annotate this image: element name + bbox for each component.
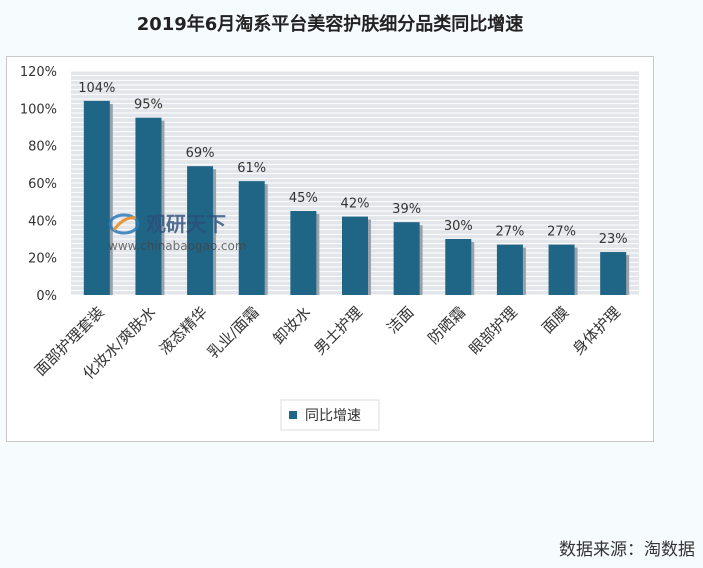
data-label: 69% [186, 146, 215, 161]
x-tick-label: 卸妆水 [270, 303, 315, 348]
bar [83, 100, 110, 295]
x-tick-label: 眼部护理 [466, 303, 521, 358]
watermark-brand: 观研天下 [146, 212, 226, 236]
data-label: 27% [547, 225, 576, 240]
bar [342, 216, 368, 295]
watermark: 观研天下 www.chinabaogao.com [108, 212, 247, 253]
data-label: 23% [599, 232, 628, 247]
y-tick-label: 120% [20, 65, 57, 80]
bar [187, 166, 214, 295]
legend-label: 同比增速 [305, 408, 361, 424]
bar [238, 181, 265, 295]
y-tick-label: 20% [28, 252, 57, 267]
bar [445, 239, 472, 295]
data-source: 数据来源：淘数据 [559, 540, 695, 560]
y-tick-label: 80% [28, 140, 57, 155]
bar [548, 244, 575, 295]
data-label: 45% [289, 191, 318, 206]
chart-title: 2019年6月淘系平台美容护肤细分品类同比增速 [136, 14, 524, 35]
y-tick-label: 60% [28, 177, 57, 192]
x-tick-label: 面膜 [538, 303, 572, 337]
data-label: 104% [78, 81, 115, 96]
data-label: 61% [237, 161, 266, 176]
x-tick-label: 液态精华 [156, 303, 211, 358]
data-label: 95% [134, 98, 163, 113]
data-label: 42% [341, 197, 370, 212]
legend [280, 399, 380, 431]
y-tick-label: 0% [36, 289, 57, 304]
y-tick-label: 40% [28, 214, 57, 229]
legend-swatch [289, 411, 297, 419]
watermark-url: www.chinabaogao.com [108, 239, 247, 253]
chart-card: 0% 20% 40% 60% 80% 100% 120% 104% 面部护理套装 95% 化妆水/爽… [6, 56, 654, 442]
data-label: 30% [444, 219, 473, 234]
bar [600, 252, 627, 295]
data-label: 39% [392, 202, 421, 217]
watermark-logo-icon [108, 213, 140, 235]
bar [496, 244, 523, 295]
bar [290, 211, 317, 295]
y-tick-label: 100% [20, 102, 57, 117]
bar [135, 117, 162, 295]
x-tick-label: 洁面 [384, 303, 418, 337]
bar [393, 222, 420, 295]
bar-chart: 0%20%40%60%80%100%120%104%面部护理套装95%化妆水/爽… [20, 65, 639, 431]
x-tick-label: 男士护理 [311, 303, 366, 358]
x-tick-label: 防晒霜 [425, 303, 470, 348]
x-tick-label: 乳业/面霜 [204, 303, 263, 362]
x-tick-label: 身体护理 [569, 303, 624, 358]
data-label: 27% [495, 225, 524, 240]
